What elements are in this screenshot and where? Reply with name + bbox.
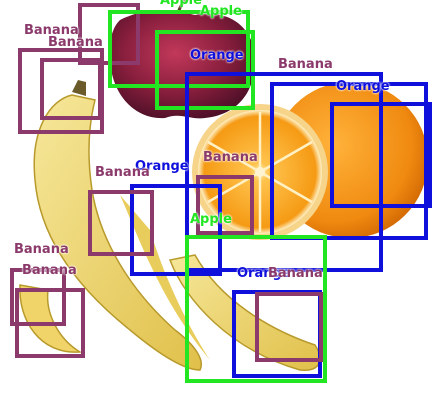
detection-box	[130, 184, 222, 276]
detection-label: Banana	[24, 23, 79, 38]
detection-label: Orange	[237, 266, 291, 281]
detection-label: Banana	[278, 57, 333, 72]
detection-label: Banana	[48, 35, 103, 50]
detection-box	[185, 72, 383, 272]
detection-box	[18, 48, 104, 134]
orange-half-shape	[192, 104, 328, 240]
detection-box	[330, 102, 432, 208]
detection-box	[108, 10, 250, 88]
detection-label: Banana	[203, 150, 258, 165]
detection-label: Apple	[160, 0, 202, 8]
detection-box	[196, 175, 254, 235]
detection-box	[10, 268, 66, 326]
detection-box	[40, 58, 102, 120]
detection-box	[88, 190, 154, 256]
detection-label: Banana	[22, 263, 77, 278]
detection-box	[255, 292, 323, 362]
detection-label: Banana	[14, 242, 69, 257]
detection-label: Banana	[95, 165, 150, 180]
detection-box	[155, 30, 255, 110]
detection-label: Apple	[200, 4, 242, 19]
detection-box	[15, 288, 85, 358]
detection-label: Banana	[268, 266, 323, 281]
detection-box	[185, 235, 327, 383]
detection-label: Orange	[336, 79, 390, 94]
detection-label: Orange	[135, 159, 189, 174]
detection-box	[270, 82, 428, 240]
detection-label: Orange	[190, 48, 244, 63]
detection-label: Apple	[190, 212, 232, 227]
